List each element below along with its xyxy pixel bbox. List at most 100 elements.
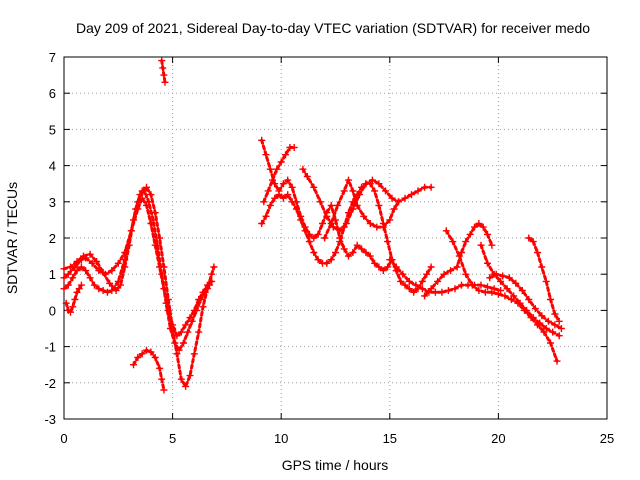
series-arc-7: [258, 136, 400, 275]
data-point: [390, 205, 398, 213]
data-point: [160, 386, 168, 394]
data-point: [401, 281, 409, 289]
data-point: [431, 288, 439, 296]
data-point: [471, 223, 478, 231]
data-point: [277, 158, 285, 166]
data-point: [314, 256, 322, 264]
data-point: [555, 317, 563, 325]
series-arc-13: [421, 220, 496, 300]
data-point: [266, 201, 274, 209]
data-point: [60, 285, 68, 293]
data-point: [130, 361, 137, 369]
data-point: [206, 281, 213, 289]
data-point: [77, 263, 85, 271]
data-point: [186, 372, 194, 380]
data-point: [405, 285, 413, 293]
data-point: [117, 281, 124, 289]
data-point: [529, 314, 537, 322]
data-point: [551, 310, 559, 318]
data-point: [258, 136, 266, 144]
series-line: [262, 146, 296, 204]
data-point: [345, 252, 352, 260]
data-point: [64, 281, 72, 289]
data-point: [305, 238, 313, 246]
data-point: [177, 375, 185, 383]
data-point: [67, 308, 74, 316]
data-point: [182, 321, 190, 329]
data-point: [557, 325, 565, 332]
y-tick-label: -1: [44, 340, 56, 355]
data-point: [353, 201, 361, 209]
data-point: [101, 270, 109, 278]
data-point: [175, 346, 183, 354]
series-arc-17: [525, 234, 563, 325]
data-point: [477, 241, 485, 249]
data-point: [503, 285, 511, 293]
data-point: [73, 267, 81, 275]
data-point: [77, 256, 85, 264]
data-point: [427, 183, 435, 191]
data-point: [143, 346, 150, 354]
series-arc-4: [62, 281, 85, 316]
data-point: [108, 287, 116, 294]
data-point: [82, 254, 90, 262]
series-arc-3: [60, 187, 213, 354]
data-point: [349, 187, 357, 195]
data-point: [362, 180, 370, 188]
data-point: [208, 270, 216, 278]
data-point: [553, 357, 561, 365]
data-point: [384, 263, 392, 271]
data-point: [186, 314, 194, 322]
data-point: [282, 151, 289, 159]
series-arc-12: [386, 256, 505, 296]
data-point: [260, 198, 268, 206]
data-point: [418, 277, 426, 285]
data-point: [262, 151, 270, 159]
data-point: [62, 299, 70, 307]
y-tick-label: 4: [49, 159, 56, 174]
data-point: [375, 263, 383, 271]
data-point: [288, 198, 296, 206]
data-point: [161, 78, 169, 86]
data-point: [327, 256, 335, 264]
data-point: [156, 364, 164, 372]
data-point: [290, 144, 298, 151]
data-point: [497, 277, 505, 285]
data-point: [525, 296, 533, 303]
data-point: [158, 375, 166, 383]
data-point: [327, 220, 335, 227]
data-point: [547, 296, 554, 303]
data-point: [516, 299, 524, 307]
series-arc-1: [60, 183, 218, 390]
grid-lines: [64, 57, 607, 419]
data-point: [440, 270, 448, 278]
data-point: [453, 263, 461, 271]
data-point: [399, 270, 407, 278]
data-point: [405, 277, 413, 285]
data-point: [382, 187, 389, 195]
data-point: [140, 187, 148, 195]
data-point: [375, 180, 383, 188]
data-point: [197, 296, 205, 303]
x-axis-label: GPS time / hours: [282, 457, 389, 473]
data-point: [345, 176, 352, 184]
data-point: [90, 281, 98, 289]
data-point: [434, 277, 442, 285]
data-point: [106, 279, 114, 287]
data-point: [488, 241, 496, 249]
data-point: [360, 212, 368, 220]
data-point: [208, 277, 216, 285]
data-point: [103, 288, 111, 296]
data-point: [99, 287, 107, 294]
data-point: [362, 249, 370, 256]
data-point: [466, 230, 474, 238]
data-point: [462, 270, 470, 278]
data-point: [408, 191, 415, 199]
data-point: [444, 287, 452, 294]
x-tick-label: 5: [169, 431, 176, 446]
data-point: [173, 332, 181, 340]
data-point: [486, 274, 494, 282]
data-point: [201, 288, 209, 296]
data-point: [458, 281, 465, 289]
data-point: [303, 173, 311, 180]
